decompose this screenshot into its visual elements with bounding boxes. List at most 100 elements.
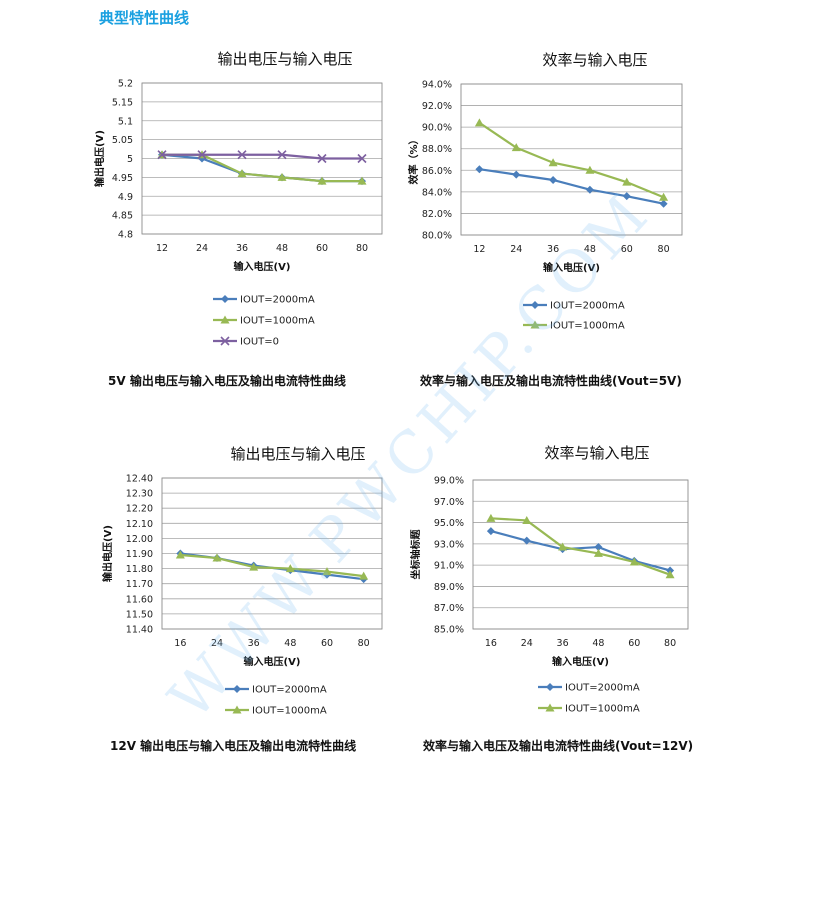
- legend-marker: [545, 703, 555, 712]
- legend-label: IOUT=2000mA: [565, 683, 640, 694]
- plot-area: [472, 479, 689, 630]
- x-tick-label: 60: [628, 638, 640, 649]
- y-tick-label: 12.10: [126, 519, 153, 530]
- y-tick-label: 4.9: [118, 192, 133, 203]
- data-point: [512, 170, 521, 179]
- legend-label: IOUT=1000mA: [550, 321, 625, 332]
- y-tick-label: 94.0%: [422, 80, 452, 91]
- data-point: [659, 192, 669, 201]
- data-point: [622, 177, 632, 186]
- chart-title: 输出电压与输入电压: [230, 445, 365, 463]
- x-tick-label: 36: [557, 638, 569, 649]
- series-line: [180, 553, 364, 578]
- data-point: [511, 143, 521, 152]
- y-tick-label: 97.0%: [434, 497, 464, 508]
- chart-title: 输出电压与输入电压: [217, 50, 352, 68]
- data-point: [475, 165, 484, 174]
- y-tick-label: 87.0%: [434, 603, 464, 614]
- y-tick-label: 5.05: [112, 135, 133, 146]
- data-point: [474, 118, 484, 127]
- x-tick-label: 80: [664, 638, 676, 649]
- x-axis-label: 输入电压(V): [234, 260, 291, 273]
- y-tick-label: 4.85: [112, 211, 133, 222]
- legend-marker: [233, 685, 241, 693]
- y-tick-label: 88.0%: [422, 144, 452, 155]
- x-tick-label: 60: [321, 638, 333, 649]
- legend-entry: IOUT=1000mA: [538, 703, 640, 715]
- x-tick-label: 16: [174, 638, 186, 649]
- y-tick-label: 82.0%: [422, 209, 452, 220]
- caption-12v-efficiency: 效率与输入电压及输出电流特性曲线(Vout=12V): [423, 739, 694, 753]
- legend-entry: IOUT=2000mA: [538, 683, 640, 694]
- series-1: [175, 550, 369, 580]
- y-tick-label: 11.70: [126, 579, 153, 590]
- data-point: [594, 543, 603, 552]
- chart-title: 效率与输入电压: [544, 444, 649, 462]
- chart-5v-efficiency: 效率与输入电压 94.0% 92.0% 90.0% 88.0% 86.0% 84.0% 82.…: [407, 51, 683, 332]
- data-point: [629, 557, 639, 566]
- x-tick-label: 12: [473, 244, 485, 255]
- series-line: [490, 517, 671, 576]
- data-point: [317, 176, 327, 185]
- data-point: [522, 515, 532, 524]
- data-point: [659, 199, 668, 208]
- x-tick-label: 24: [521, 638, 533, 649]
- y-axis-label: 坐标轴标题: [409, 529, 422, 580]
- y-axis-label: 输出电压(V): [93, 130, 106, 187]
- data-point: [277, 172, 287, 181]
- x-tick-label: 48: [592, 638, 604, 649]
- data-point: [249, 562, 259, 571]
- series-line: [478, 121, 665, 199]
- chart-12v-efficiency: 效率与输入电压 99.0% 97.0% 95.0% 93.0% 91.0% 89.0% 87.…: [409, 444, 689, 715]
- data-point: [549, 175, 558, 184]
- x-tick-label: 48: [276, 243, 288, 254]
- data-point: [486, 527, 495, 536]
- legend-entry: IOUT=1000mA: [213, 315, 315, 327]
- y-tick-label: 90.0%: [422, 123, 452, 134]
- x-tick-label: 48: [284, 638, 296, 649]
- data-point: [175, 550, 185, 559]
- data-point: [486, 513, 496, 522]
- y-axis-label: 效率（%）: [407, 134, 420, 184]
- data-point: [357, 176, 367, 185]
- series-line: [490, 530, 671, 572]
- series-0: [158, 150, 366, 186]
- series-0: [475, 165, 668, 208]
- y-tick-label: 11.50: [126, 609, 153, 620]
- chart-5v-output-voltage: 输出电压与输入电压 5.2 5.15 5.1 5.05 5 4.95 4.9 4.85 4.8 12…: [93, 50, 383, 348]
- y-tick-label: 12.40: [126, 474, 153, 485]
- chart-title: 效率与输入电压: [542, 51, 647, 69]
- y-tick-label: 4.95: [112, 173, 133, 184]
- legend-marker: [221, 295, 229, 303]
- legend-marker: [232, 705, 242, 714]
- caption-12v-output-voltage: 12V 输出电压与输入电压及输出电流特性曲线: [110, 739, 357, 753]
- x-tick-label: 36: [547, 244, 559, 255]
- y-tick-label: 80.0%: [422, 231, 452, 242]
- data-point: [157, 150, 167, 160]
- y-tick-label: 93.0%: [434, 539, 464, 550]
- data-point: [359, 571, 369, 580]
- series-2: [157, 150, 367, 164]
- x-tick-label: 80: [658, 244, 670, 255]
- caption-5v-efficiency: 效率与输入电压及输出电流特性曲线(Vout=5V): [420, 374, 682, 388]
- y-tick-label: 5.1: [118, 116, 133, 127]
- x-tick-label: 12: [156, 243, 168, 254]
- legend-label: IOUT=2000mA: [550, 301, 625, 312]
- legend-entry: IOUT=2000mA: [213, 295, 315, 306]
- y-tick-label: 85.0%: [434, 625, 464, 636]
- data-point: [237, 169, 247, 178]
- x-tick-label: 16: [485, 638, 497, 649]
- legend-label: IOUT=2000mA: [252, 685, 327, 696]
- y-tick-label: 11.40: [126, 625, 153, 636]
- x-axis-label: 输入电压(V): [543, 261, 600, 274]
- data-point: [522, 536, 531, 545]
- y-tick-label: 4.8: [118, 230, 133, 241]
- series-0: [176, 549, 368, 584]
- plot-area: [161, 477, 383, 630]
- y-tick-label: 12.20: [126, 504, 153, 515]
- section-title: 典型特性曲线: [99, 9, 190, 27]
- y-tick-label: 91.0%: [434, 561, 464, 572]
- x-tick-label: 80: [356, 243, 368, 254]
- legend-entry: IOUT=1000mA: [225, 705, 327, 717]
- plot-area: [460, 83, 683, 236]
